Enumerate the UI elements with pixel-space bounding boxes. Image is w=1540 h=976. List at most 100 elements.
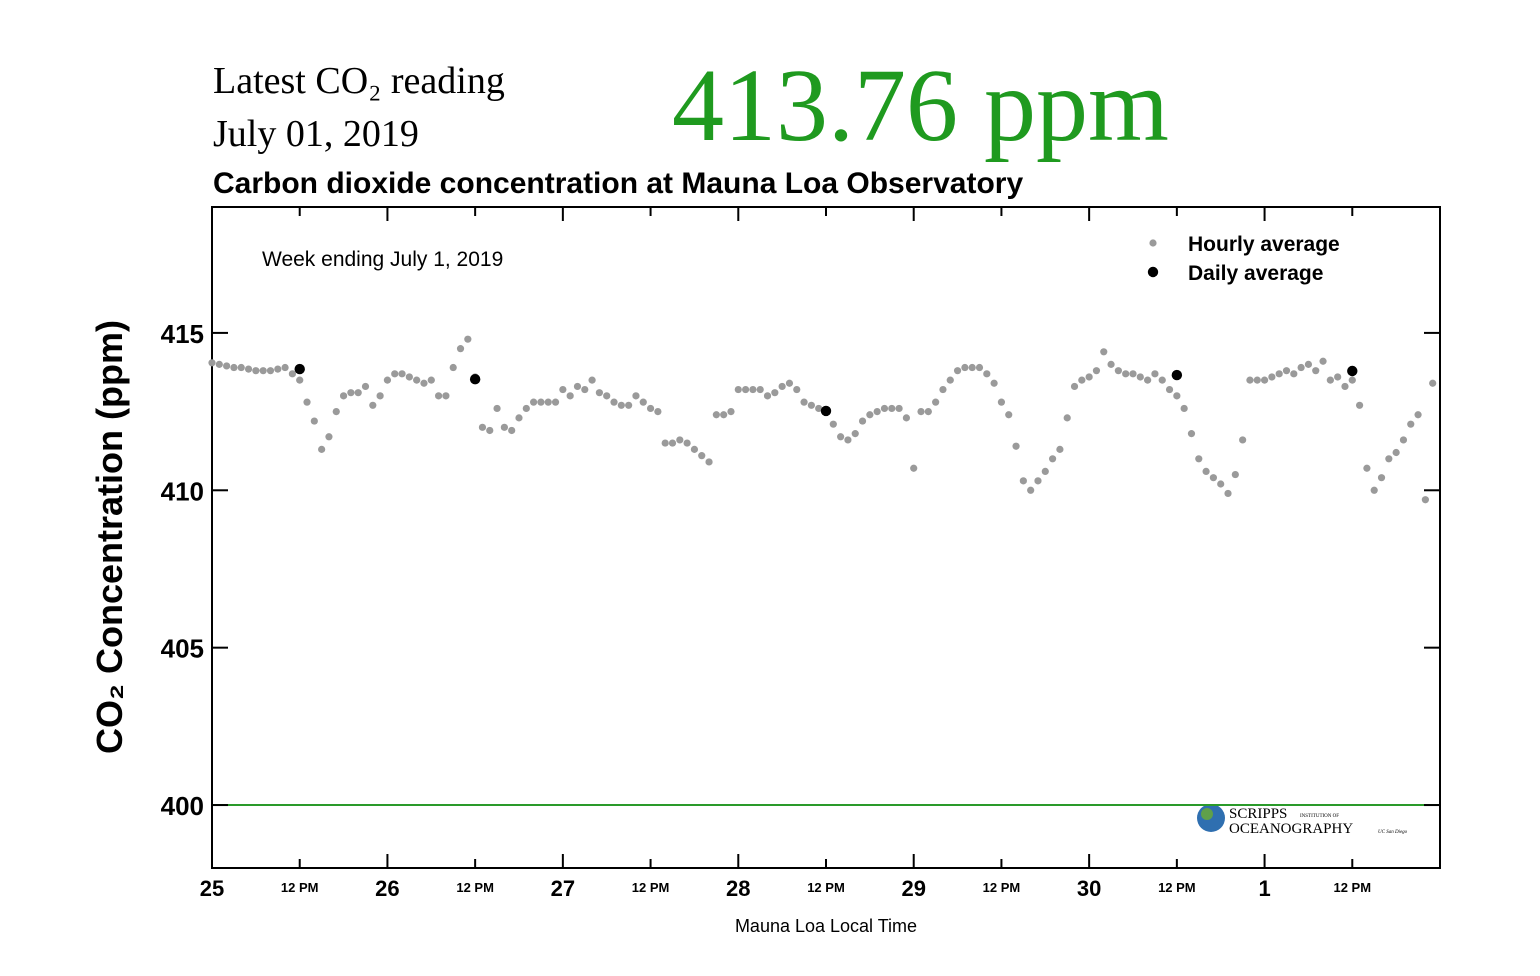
daily-point — [1171, 369, 1183, 381]
plot-frame — [211, 206, 1441, 869]
hourly-point — [486, 426, 494, 435]
hourly-point — [1034, 477, 1042, 485]
hourly-point — [829, 420, 837, 428]
y-tick-label: 405 — [161, 634, 204, 664]
hourly-point — [456, 345, 465, 353]
hourly-point — [1048, 455, 1057, 463]
hourly-point — [303, 398, 311, 406]
hourly-point — [756, 385, 764, 394]
x-tick-label: 12 PM — [281, 880, 319, 895]
legend-marker — [1149, 239, 1157, 247]
hourly-point — [339, 392, 348, 400]
hourly-point — [844, 436, 852, 444]
hourly-point — [354, 389, 362, 397]
hourly-point — [1239, 436, 1247, 444]
hourly-point — [683, 439, 691, 447]
hourly-point — [866, 411, 874, 419]
x-tick-label: 12 PM — [1333, 880, 1371, 895]
hourly-point — [1377, 474, 1386, 482]
hourly-point — [793, 385, 801, 394]
legend-label: Daily average — [1188, 262, 1323, 285]
hourly-point — [690, 445, 699, 453]
hourly-point — [968, 363, 976, 372]
hourly-point — [500, 423, 508, 431]
hourly-point — [1246, 376, 1254, 384]
hourly-point — [1392, 448, 1400, 457]
hourly-point — [888, 404, 896, 413]
hourly-point — [588, 376, 596, 384]
hourly-point — [807, 401, 815, 409]
hourly-point — [413, 376, 421, 384]
x-tick-label: 12 PM — [1158, 880, 1196, 895]
hourly-point — [895, 404, 903, 413]
hourly-point — [581, 385, 589, 394]
hourly-point — [661, 439, 669, 447]
hourly-point — [734, 385, 742, 394]
hourly-point — [559, 385, 567, 394]
hourly-point — [1429, 379, 1437, 387]
hourly-point — [274, 365, 282, 373]
hourly-point — [1136, 373, 1144, 381]
hourly-point — [778, 382, 786, 391]
hourly-point — [946, 376, 954, 384]
hourly-point — [1414, 411, 1422, 419]
hourly-point — [1319, 357, 1327, 365]
x-tick-label: 12 PM — [456, 880, 494, 895]
legend-marker — [1147, 266, 1159, 278]
annotation: Week ending July 1, 2019 — [262, 248, 503, 271]
hourly-point — [449, 363, 457, 372]
hourly-point — [961, 363, 969, 372]
hourly-point — [1027, 486, 1035, 494]
hourly-point — [603, 392, 611, 400]
hourly-point — [537, 398, 545, 406]
hourly-point — [573, 382, 582, 391]
hourly-point — [939, 385, 947, 394]
hourly-point — [1005, 411, 1013, 419]
legend-label: Hourly average — [1188, 233, 1340, 256]
x-tick-label: 28 — [726, 876, 750, 901]
hourly-point — [1224, 489, 1232, 498]
hourly-point — [815, 404, 823, 413]
hourly-point — [223, 362, 231, 370]
hourly-point — [427, 376, 435, 384]
hourly-point — [1092, 367, 1101, 375]
hourly-point — [975, 363, 984, 372]
hourly-point — [910, 464, 918, 472]
hourly-point — [281, 363, 289, 372]
hourly-point — [873, 407, 881, 416]
logo-text: OCEANOGRAPHY — [1229, 821, 1353, 837]
hourly-point — [676, 436, 684, 444]
hourly-point — [1165, 385, 1174, 394]
x-tick-label: 1 — [1258, 876, 1270, 901]
hourly-point — [442, 392, 450, 400]
hourly-point — [1173, 392, 1181, 400]
hourly-point — [1070, 382, 1079, 391]
hourly-point — [1282, 367, 1291, 375]
hourly-point — [800, 398, 808, 406]
hourly-point — [522, 404, 530, 413]
x-tick-label: 12 PM — [807, 880, 845, 895]
hourly-point — [1187, 430, 1196, 438]
hourly-point — [698, 452, 706, 460]
y-tick-label: 410 — [161, 476, 204, 506]
hourly-point — [1063, 414, 1071, 422]
hourly-point — [266, 367, 275, 375]
hourly-point — [478, 423, 487, 431]
hourly-point — [617, 401, 625, 409]
hourly-point — [208, 359, 216, 367]
hourly-point — [252, 367, 260, 375]
hourly-point — [902, 414, 911, 422]
hourly-point — [1217, 480, 1225, 488]
hourly-point — [741, 385, 750, 394]
y-axis-label: CO₂ Concentration (ppm) — [89, 320, 130, 754]
hourly-point — [391, 370, 399, 378]
hourly-point — [1341, 382, 1349, 391]
hourly-point — [785, 379, 794, 387]
hourly-point — [544, 398, 552, 406]
hourly-point — [1078, 376, 1086, 384]
latest-label: Latest CO₂ reading — [213, 60, 505, 102]
hourly-point — [1304, 360, 1313, 368]
hourly-point — [639, 398, 647, 406]
hourly-point — [1253, 376, 1261, 384]
